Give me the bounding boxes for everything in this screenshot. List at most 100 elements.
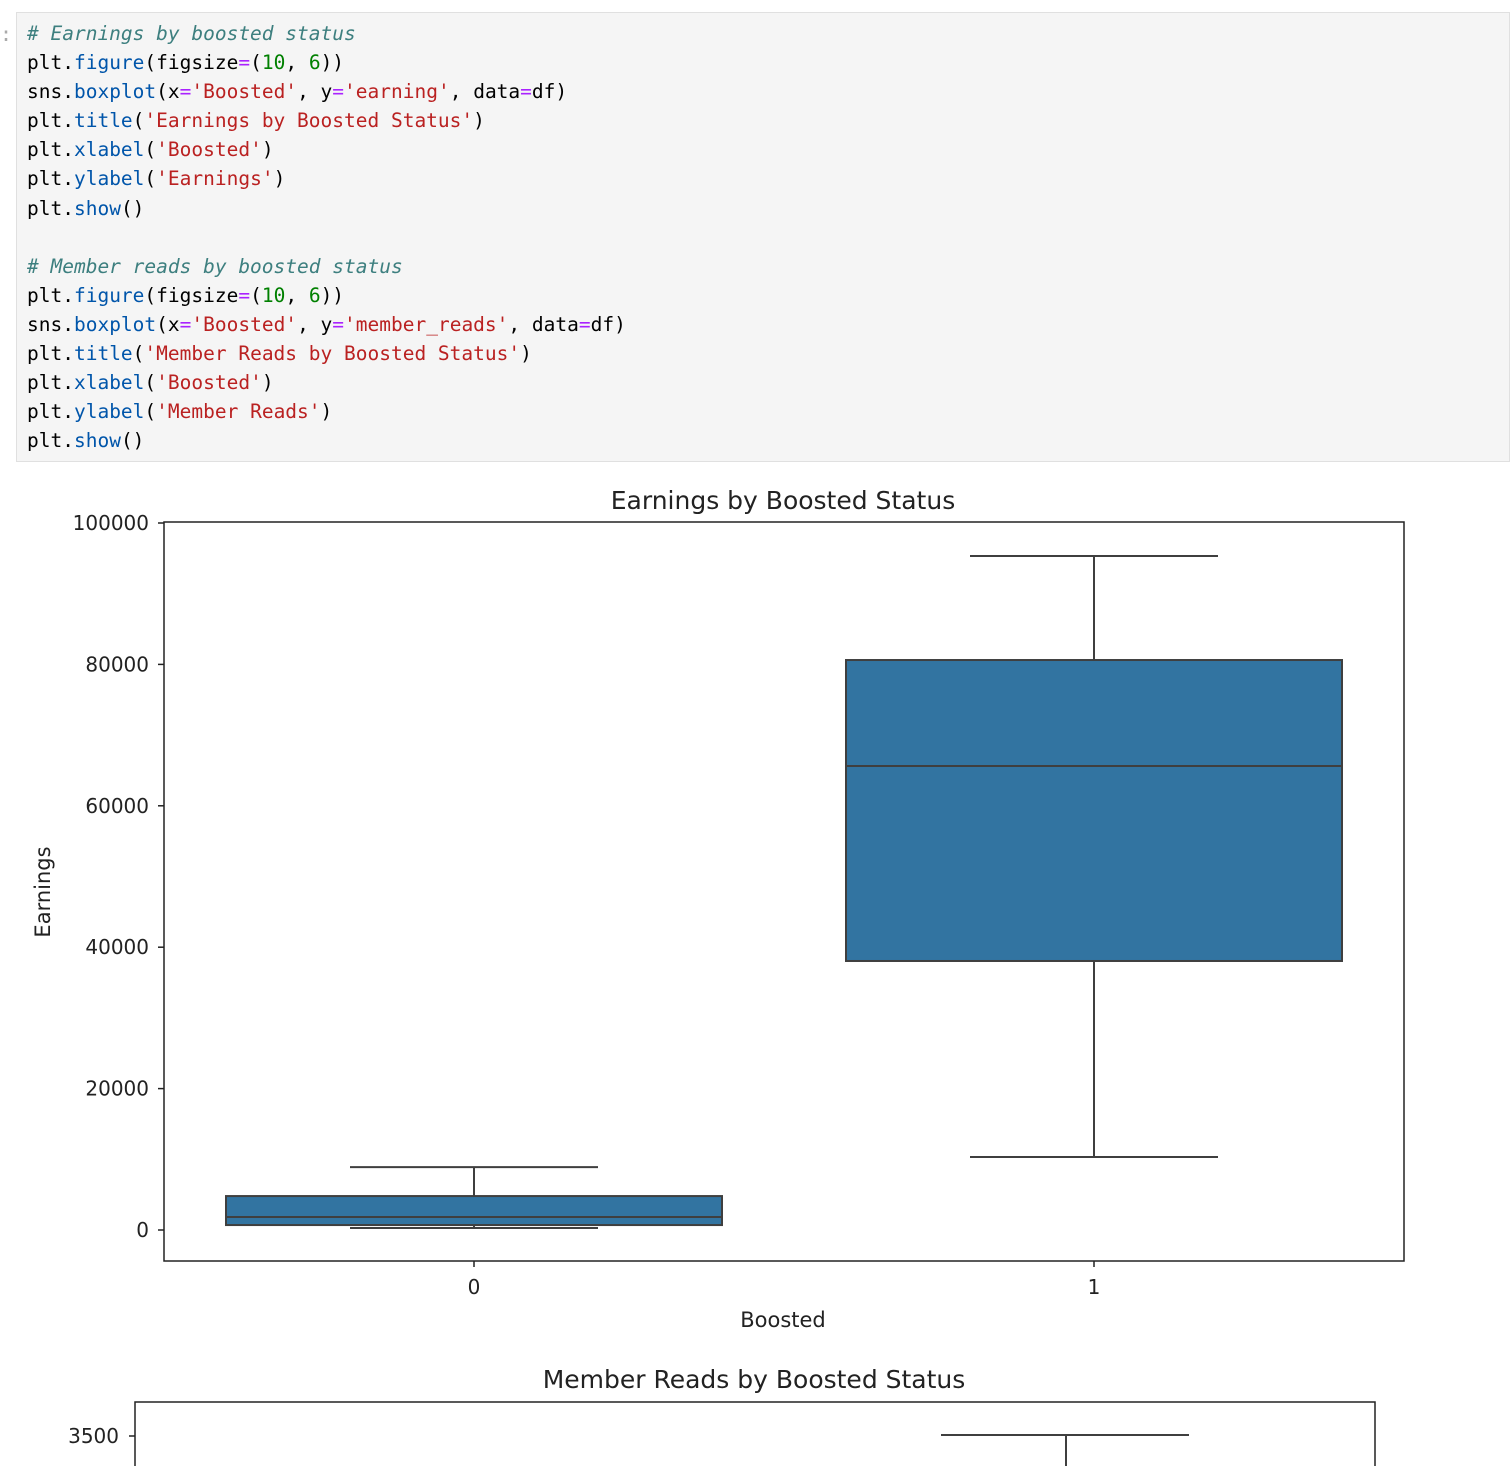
code-token-plain: , y	[297, 312, 333, 336]
code-token-str: 'Earnings by Boosted Status'	[144, 109, 474, 133]
code-token-op: =	[179, 312, 192, 336]
code-token-plain: )	[473, 109, 485, 133]
code-token-func: ylabel	[73, 167, 145, 191]
code-token-plain: sns.	[27, 80, 74, 104]
code-token-str: 'Member Reads'	[156, 400, 321, 424]
code-token-plain: plt.	[27, 400, 74, 424]
plot-frame	[163, 521, 1405, 1262]
code-token-plain: plt.	[27, 283, 74, 307]
code-token-plain: )	[320, 400, 333, 424]
code-token-plain: ))	[320, 51, 345, 75]
code-line: # Earnings by boosted status	[27, 19, 626, 48]
y-tick-label: 0	[136, 1218, 149, 1242]
code-token-op: =	[238, 283, 251, 307]
y-tick-label: 80000	[85, 652, 149, 676]
code-token-str: 'Member Reads by Boosted Status'	[144, 342, 521, 366]
code-token-plain: plt.	[27, 342, 74, 366]
code-token-plain: ()	[120, 196, 145, 220]
code-line: sns.boxplot(x='Boosted', y='earning', da…	[27, 77, 626, 106]
code-token-plain: (	[144, 138, 157, 162]
code-token-str: 'Boosted'	[191, 80, 298, 104]
code-token-num: 6	[308, 51, 321, 75]
code-token-func: xlabel	[73, 138, 145, 162]
code-token-plain: (	[132, 342, 145, 366]
code-token-func: title	[73, 109, 133, 133]
code-token-plain: plt.	[27, 51, 74, 75]
code-token-plain: ))	[320, 283, 345, 307]
y-tick-label: 20000	[85, 1077, 149, 1101]
code-token-func: show	[73, 196, 121, 220]
code-token-plain: plt.	[27, 429, 74, 453]
x-axis-label: Boosted	[740, 1308, 826, 1332]
code-token-op: =	[332, 80, 345, 104]
y-tick-label: 100000	[73, 511, 149, 535]
y-tick-label: 3500	[68, 1424, 119, 1448]
code-token-plain: plt.	[27, 109, 74, 133]
code-line: # Member reads by boosted status	[27, 252, 626, 281]
code-token-str: 'Boosted'	[156, 138, 262, 162]
code-token-op: =	[578, 312, 591, 336]
code-line: plt.title('Earnings by Boosted Status')	[27, 106, 626, 135]
code-cell[interactable]: # Earnings by boosted status plt.figure(f…	[16, 12, 1510, 462]
code-token-str: 'Earnings'	[156, 167, 274, 191]
code-token-func: boxplot	[73, 80, 157, 104]
code-line: plt.ylabel('Earnings')	[27, 164, 626, 193]
code-token-plain: (figsize	[144, 283, 239, 307]
code-token-plain: plt.	[27, 196, 74, 220]
code-editor[interactable]: # Earnings by boosted status plt.figure(f…	[27, 19, 626, 455]
code-line: plt.ylabel('Member Reads')	[27, 397, 626, 426]
cell-prompt: :	[0, 22, 13, 46]
code-token-func: xlabel	[73, 371, 145, 395]
code-token-plain: ,	[285, 51, 309, 75]
code-token-plain: , data	[449, 80, 521, 104]
code-token-num: 6	[308, 283, 321, 307]
code-token-plain: ,	[285, 283, 309, 307]
box-0	[225, 1195, 723, 1227]
code-token-plain: ()	[120, 429, 145, 453]
code-token-plain: plt.	[27, 371, 74, 395]
code-token-str: 'member_reads'	[344, 312, 509, 336]
code-line: plt.title('Member Reads by Boosted Statu…	[27, 339, 626, 368]
code-token-plain: )	[261, 138, 274, 162]
code-token-op: =	[332, 312, 345, 336]
code-token-func: show	[73, 429, 121, 453]
code-token-str: 'Boosted'	[156, 371, 262, 395]
code-token-plain: (	[144, 371, 157, 395]
code-token-plain: df)	[590, 312, 626, 336]
code-line: plt.xlabel('Boosted')	[27, 368, 626, 397]
code-token-plain: (	[144, 167, 157, 191]
code-token-plain: (x	[156, 80, 180, 104]
code-token-func: figure	[73, 283, 145, 307]
code-line: plt.show()	[27, 194, 626, 223]
code-token-plain: , data	[508, 312, 579, 336]
code-token-comment: # Earnings by boosted status	[27, 22, 356, 45]
chart-title: Member Reads by Boosted Status	[543, 1365, 966, 1394]
plot-frame	[134, 1401, 1376, 1466]
code-line: plt.figure(figsize=(10, 6))	[27, 281, 626, 310]
code-token-func: figure	[73, 51, 145, 75]
code-token-plain: , y	[297, 80, 333, 104]
code-token-plain: plt.	[27, 138, 74, 162]
code-token-plain: (	[250, 51, 262, 75]
y-axis-label: Earnings	[31, 846, 55, 937]
code-line: plt.xlabel('Boosted')	[27, 135, 626, 164]
code-token-plain: (	[132, 109, 145, 133]
code-token-plain: (	[250, 283, 262, 307]
code-token-str: 'earning'	[344, 80, 450, 104]
box-1	[845, 659, 1343, 962]
code-line: plt.show()	[27, 426, 626, 455]
code-token-plain: (figsize	[144, 51, 239, 75]
chart-title: Earnings by Boosted Status	[611, 486, 955, 515]
y-tick-label: 40000	[85, 935, 149, 959]
x-tick-label: 1	[1088, 1275, 1101, 1299]
code-line: sns.boxplot(x='Boosted', y='member_reads…	[27, 310, 626, 339]
code-token-func: ylabel	[73, 400, 145, 424]
code-line	[27, 223, 626, 252]
code-token-plain: sns.	[27, 312, 74, 336]
code-token-num: 10	[261, 283, 286, 307]
code-token-plain: (x	[156, 312, 180, 336]
code-token-plain: df)	[531, 80, 568, 104]
code-token-op: =	[238, 51, 251, 75]
code-token-plain: (	[144, 400, 157, 424]
